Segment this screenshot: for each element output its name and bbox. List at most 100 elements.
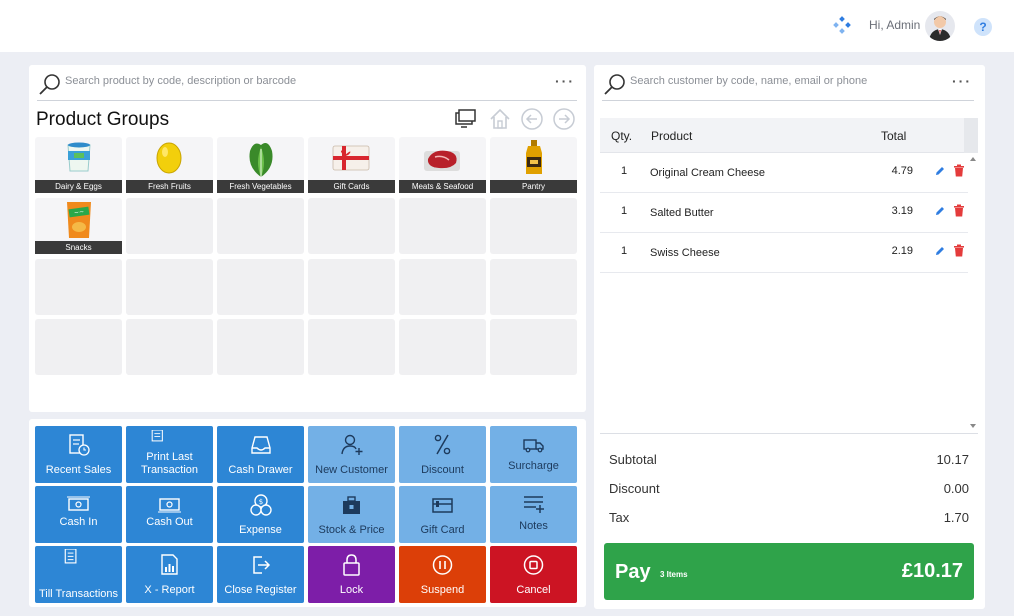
add-user-icon (341, 434, 363, 455)
table-row[interactable]: 1 Salted Butter 3.19 (600, 193, 968, 233)
product-group-tile[interactable]: Pantry (490, 137, 577, 193)
empty-tile (490, 198, 577, 254)
till-transactions-button[interactable]: Till Transactions (35, 546, 122, 603)
button-label: Close Register (224, 584, 297, 596)
item-total: 2.19 (891, 245, 913, 257)
product-group-tile[interactable]: Meats & Seafood (399, 137, 486, 193)
svg-text:$: $ (259, 498, 263, 506)
button-label: Notes (519, 520, 548, 532)
button-label: Cash Out (146, 516, 193, 528)
avatar[interactable] (925, 11, 955, 41)
receipt-clock-icon (69, 434, 90, 456)
gift-card-button[interactable]: Gift Card (399, 486, 486, 543)
stock-price-button[interactable]: Stock & Price (308, 486, 395, 543)
delete-trash-icon[interactable] (953, 244, 965, 257)
table-row[interactable]: 1 Swiss Cheese 2.19 (600, 233, 968, 273)
banknote-out-icon (158, 498, 181, 513)
edit-pencil-icon[interactable] (934, 205, 946, 217)
pause-icon (432, 555, 453, 575)
product-group-tile[interactable]: Gift Cards (308, 137, 395, 193)
cash-in-button[interactable]: Cash In (35, 486, 122, 543)
empty-tile (490, 259, 577, 315)
cash-out-button[interactable]: Cash Out (126, 486, 213, 543)
product-group-tile[interactable]: ~~ Snacks (35, 198, 122, 254)
pay-total: £10.17 (901, 560, 963, 582)
edit-pencil-icon[interactable] (934, 245, 946, 257)
table-row[interactable]: 1 Original Cream Cheese 4.79 (600, 153, 968, 193)
product-search-bar: ··· (37, 65, 577, 101)
edit-pencil-icon[interactable] (934, 165, 946, 177)
delete-trash-icon[interactable] (953, 164, 965, 177)
discount-button[interactable]: Discount (399, 426, 486, 483)
button-label: Suspend (420, 584, 465, 596)
user-avatar-icon (929, 16, 951, 41)
pay-label: Pay (615, 561, 651, 583)
delete-trash-icon[interactable] (953, 204, 965, 217)
home-icon[interactable] (488, 107, 512, 131)
cash-drawer-button[interactable]: Cash Drawer (217, 426, 304, 483)
button-label: Expense (239, 524, 282, 536)
pay-button[interactable]: Pay 3 Items £10.17 (604, 543, 974, 600)
button-label: Surcharge (508, 460, 559, 472)
button-label: Cash In (59, 516, 98, 528)
empty-tile (490, 319, 577, 375)
empty-tile (308, 198, 395, 254)
product-column-header: Product (651, 129, 693, 143)
print-last-transaction-button[interactable]: Print Last Transaction (126, 426, 213, 483)
report-chart-icon (161, 554, 178, 575)
recent-sales-button[interactable]: Recent Sales (35, 426, 122, 483)
page-title: Product Groups (36, 109, 170, 130)
item-total: 3.19 (891, 205, 913, 217)
item-name: Original Cream Cheese (650, 167, 765, 179)
more-options-icon[interactable]: ··· (555, 73, 575, 89)
divider (600, 433, 978, 434)
search-icon[interactable] (37, 71, 63, 97)
product-search-input[interactable] (65, 75, 445, 87)
help-icon[interactable]: ? (974, 18, 992, 36)
item-name: Salted Butter (650, 207, 714, 219)
discount-label: Discount (609, 481, 660, 496)
monitor-icon[interactable] (454, 107, 478, 131)
surcharge-button[interactable]: Surcharge (490, 426, 577, 483)
product-group-tile[interactable]: Dairy & Eggs (35, 137, 122, 193)
action-buttons-panel: Recent Sales Print Last Transaction Cash… (29, 419, 586, 607)
product-group-tile[interactable]: Fresh Vegetables (217, 137, 304, 193)
forward-arrow-icon[interactable] (552, 107, 576, 131)
chips-bag-icon: ~~ (67, 202, 91, 238)
user-greeting: Hi, Admin (869, 18, 921, 32)
suspend-button[interactable]: Suspend (399, 546, 486, 603)
x-report-button[interactable]: X - Report (126, 546, 213, 603)
close-register-button[interactable]: Close Register (217, 546, 304, 603)
notes-button[interactable]: Notes (490, 486, 577, 543)
product-group-label: Pantry (490, 180, 577, 193)
button-label: Recent Sales (45, 464, 112, 476)
scroll-up-icon[interactable] (968, 155, 978, 163)
product-group-label: Fresh Vegetables (217, 180, 304, 193)
back-arrow-icon[interactable] (520, 107, 544, 131)
scroll-down-icon[interactable] (968, 422, 978, 430)
more-options-icon[interactable]: ··· (952, 73, 972, 89)
briefcase-icon (343, 496, 360, 514)
item-total: 4.79 (891, 165, 913, 177)
customer-search-input[interactable] (630, 75, 930, 87)
product-group-label: Snacks (35, 241, 122, 254)
product-group-label: Gift Cards (308, 180, 395, 193)
apps-diamond-icon[interactable] (833, 16, 851, 34)
steak-icon (424, 150, 460, 171)
lettuce-icon (249, 143, 273, 177)
new-customer-button[interactable]: New Customer (308, 426, 395, 483)
product-group-tile[interactable]: Fresh Fruits (126, 137, 213, 193)
truck-icon (523, 439, 544, 453)
cancel-button[interactable]: Cancel (490, 546, 577, 603)
cart-table-header: Qty. Product Total (600, 118, 978, 153)
lock-button[interactable]: Lock (308, 546, 395, 603)
item-qty: 1 (621, 245, 628, 257)
product-group-label: Dairy & Eggs (35, 180, 122, 193)
empty-tile (217, 319, 304, 375)
empty-tile (126, 259, 213, 315)
banknote-in-icon (67, 496, 90, 511)
expense-button[interactable]: $ Expense (217, 486, 304, 543)
search-icon[interactable] (602, 71, 628, 97)
empty-tile (217, 259, 304, 315)
scrollbar-header (964, 118, 978, 153)
